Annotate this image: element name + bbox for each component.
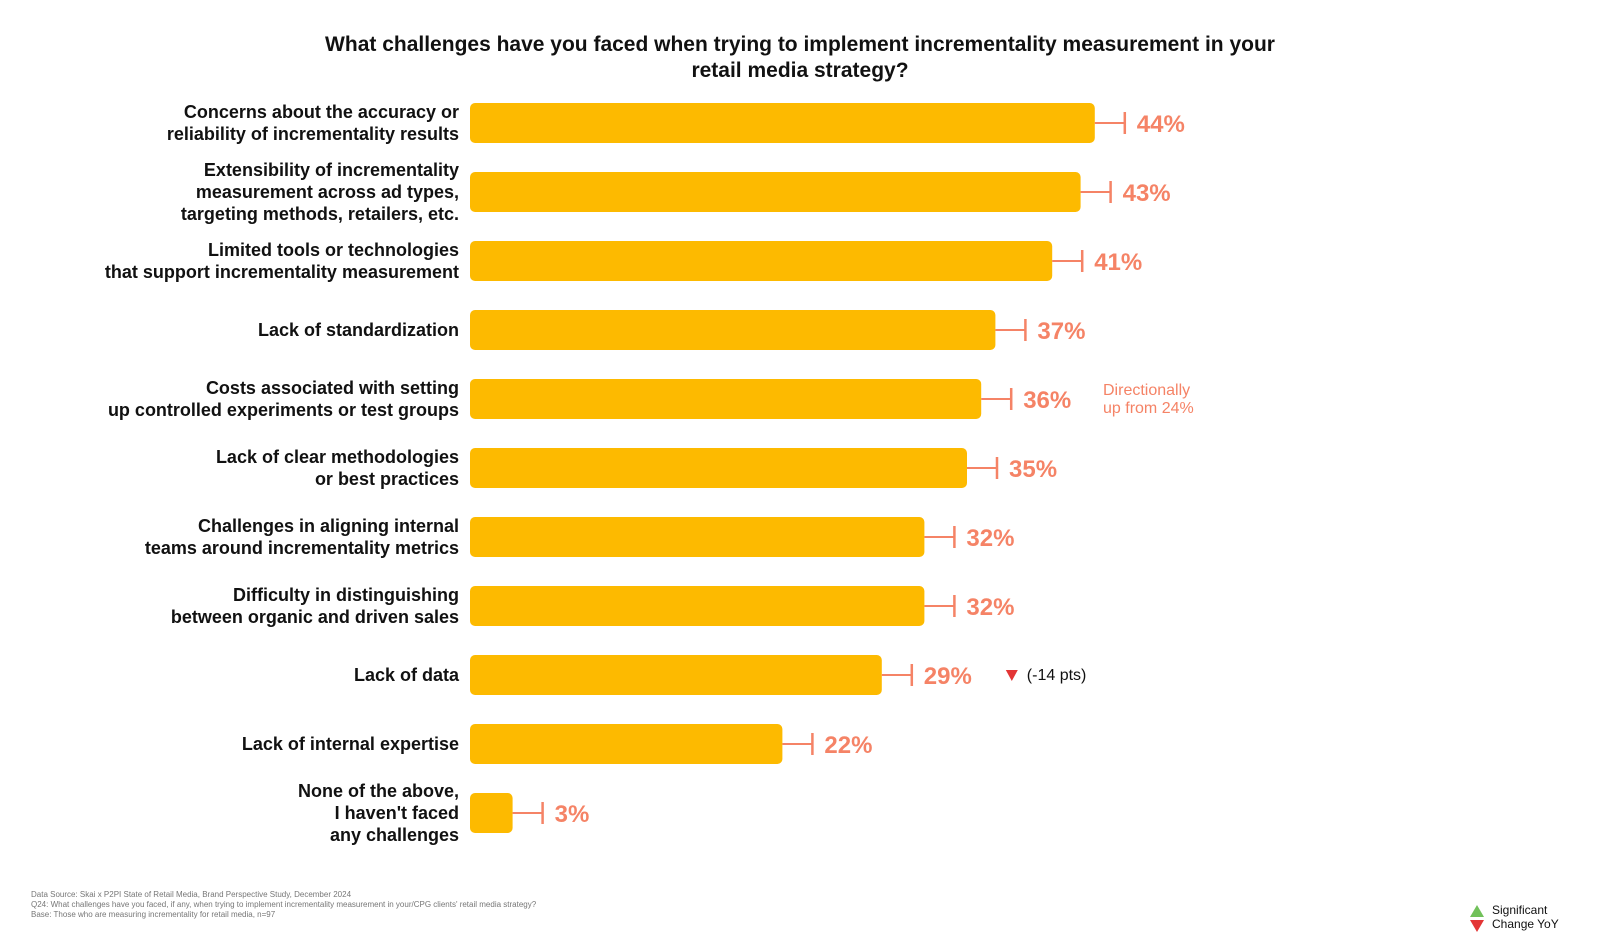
category-label-2: Extensibility of incrementality measureme… [181, 160, 459, 224]
category-label-6: Lack of clear methodologies or best pract… [216, 447, 459, 489]
value-label-2: 43% [1123, 180, 1171, 207]
category-label-8: Difficulty in distinguishing between orga… [171, 585, 459, 627]
bar-2 [470, 172, 1081, 212]
value-label-11: 3% [555, 801, 590, 828]
category-label-10: Lack of internal expertise [242, 734, 459, 754]
annotation-2: (-14 pts) [1027, 667, 1087, 684]
legend: Significant Change YoY [1470, 903, 1590, 935]
chart-title: What challenges have you faced when tryi… [325, 33, 1275, 82]
value-label-9: 29% [924, 663, 972, 690]
value-label-1: 44% [1137, 111, 1185, 138]
triangle-down-icon [1005, 670, 1018, 681]
footnote-source: Data Source: Skai x P2PI State of Retail… [31, 890, 352, 899]
bar-9 [470, 655, 882, 695]
bar-6 [470, 448, 967, 488]
bar-10 [470, 724, 783, 764]
category-label-5: Costs associated with setting up controll… [108, 378, 459, 420]
footnote-base: Base: Those who are measuring incrementa… [31, 910, 276, 919]
value-label-7: 32% [966, 525, 1014, 552]
footnotes: Data Source: Skai x P2PI State of Retail… [31, 890, 931, 920]
bar-1 [470, 103, 1095, 143]
value-label-8: 32% [966, 594, 1014, 621]
bar-chart: 44% Concerns about the accuracy or reliabi… [105, 102, 1194, 845]
category-label-11: None of the above, I haven't faced any cha… [298, 781, 459, 845]
category-label-1: Concerns about the accuracy or reliabilit… [167, 102, 459, 144]
triangle-down-icon [1470, 920, 1484, 932]
bar-8 [470, 586, 925, 626]
category-label-7: Challenges in aligning internal teams aro… [145, 516, 459, 558]
value-label-5: 36% [1023, 387, 1071, 414]
bar-7 [470, 517, 925, 557]
footnote-question: Q24: What challenges have you faced, if … [31, 900, 537, 909]
value-label-4: 37% [1037, 318, 1085, 345]
value-label-6: 35% [1009, 456, 1057, 483]
category-label-3: Limited tools or technologies that suppor… [105, 240, 459, 282]
category-label-9: Lack of data [354, 665, 460, 685]
category-label-4: Lack of standardization [258, 320, 459, 340]
bar-4 [470, 310, 996, 350]
annotation-1: Directionally up from 24% [1103, 382, 1194, 417]
value-label-3: 41% [1094, 249, 1142, 276]
bar-11 [470, 793, 513, 833]
legend-label: Significant Change YoY [1492, 903, 1559, 931]
value-label-10: 22% [824, 732, 872, 759]
bar-5 [470, 379, 982, 419]
bar-3 [470, 241, 1053, 281]
triangle-up-icon [1470, 905, 1484, 917]
